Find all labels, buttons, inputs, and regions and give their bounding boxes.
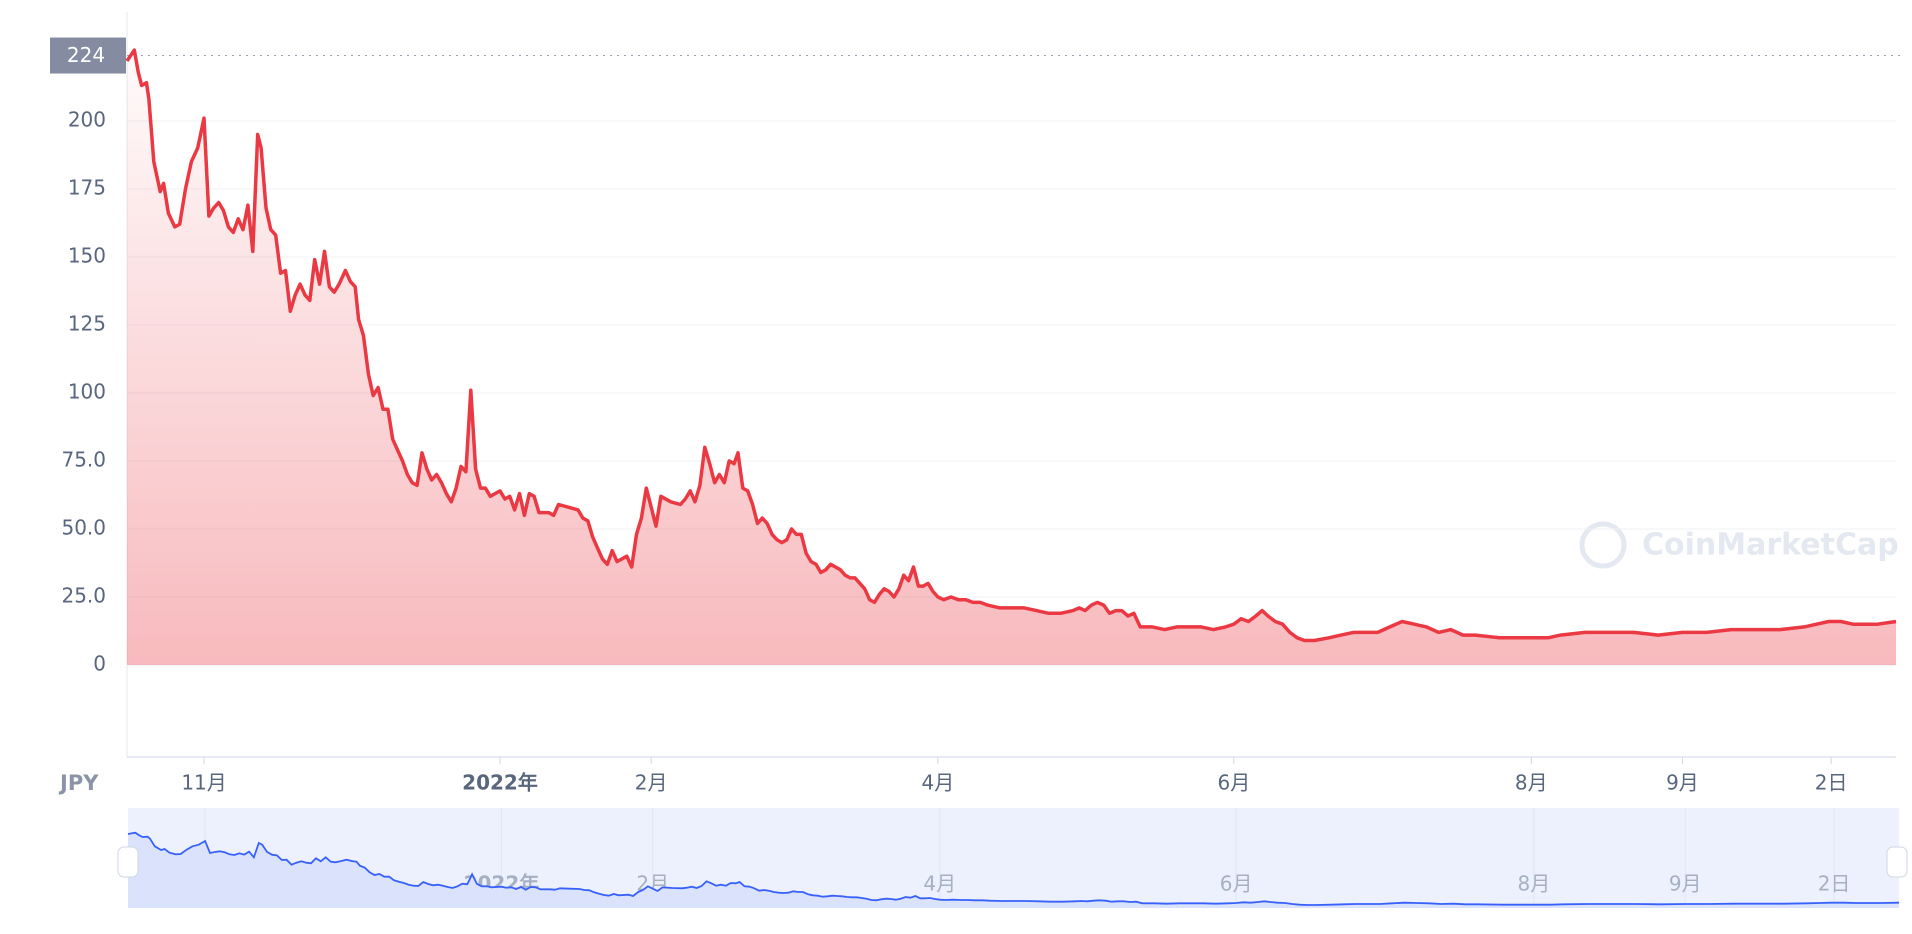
x-tick-label: 2022年 bbox=[462, 771, 538, 795]
watermark: CoinMarketCap bbox=[1579, 521, 1899, 569]
y-tick-label: 125 bbox=[68, 311, 106, 335]
x-tick-label: 2月 bbox=[635, 771, 668, 795]
navigator-tick-label: 2日 bbox=[1818, 872, 1851, 896]
x-tick-label: 9月 bbox=[1666, 771, 1699, 795]
x-tick-label: 2日 bbox=[1815, 771, 1848, 795]
y-tick-label: 100 bbox=[68, 379, 106, 403]
watermark-logo bbox=[1579, 521, 1627, 569]
y-tick-label: 200 bbox=[68, 107, 106, 131]
navigator-handle-left[interactable] bbox=[117, 846, 139, 878]
y-tick-label: 50.0 bbox=[61, 515, 106, 539]
current-price-label: 224 bbox=[67, 43, 105, 67]
navigator-line bbox=[127, 831, 1900, 906]
navigator-handle-right[interactable] bbox=[1886, 846, 1908, 878]
navigator-tick-label: 8月 bbox=[1517, 872, 1550, 896]
y-tick-label: 150 bbox=[68, 243, 106, 267]
y-tick-label: 0 bbox=[93, 652, 106, 676]
y-tick-label: 175 bbox=[68, 175, 106, 199]
currency-label: JPY bbox=[58, 771, 99, 795]
price-area bbox=[127, 50, 1896, 666]
x-tick-label: 8月 bbox=[1515, 771, 1548, 795]
current-price-box bbox=[50, 37, 126, 74]
x-tick-label: 4月 bbox=[922, 771, 955, 795]
x-tick-label: 6月 bbox=[1217, 771, 1250, 795]
y-tick-label: 25.0 bbox=[61, 583, 106, 607]
navigator-tick-label: 6月 bbox=[1220, 872, 1253, 896]
navigator-tick-label: 9月 bbox=[1669, 872, 1702, 896]
navigator-tick-label: 4月 bbox=[923, 872, 956, 896]
y-tick-label: 75.0 bbox=[61, 447, 106, 471]
x-tick-label: 11月 bbox=[181, 771, 226, 795]
watermark-text: CoinMarketCap bbox=[1642, 528, 1899, 563]
price-line bbox=[125, 48, 1897, 643]
